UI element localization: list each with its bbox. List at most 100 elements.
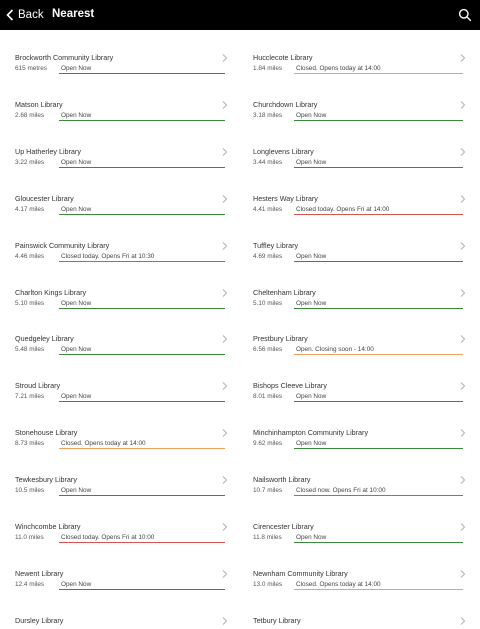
library-name: Cheltenham Library bbox=[253, 287, 316, 297]
opening-status: Closed. Opens today at 14:00 bbox=[296, 65, 381, 72]
status-underline bbox=[294, 119, 463, 121]
library-list-item[interactable]: Longlevens Library 3.44 miles Open Now bbox=[253, 124, 468, 168]
search-icon[interactable] bbox=[458, 8, 472, 22]
status-underline bbox=[294, 307, 463, 309]
library-list-item[interactable]: Quedgeley Library 5.48 miles Open Now bbox=[15, 311, 230, 356]
chevron-right-icon bbox=[460, 101, 466, 109]
opening-status: Open Now bbox=[61, 346, 92, 354]
library-list-item[interactable]: Matson Library 2.68 miles Open Now bbox=[15, 77, 230, 121]
library-list-item[interactable]: Hucclecote Library 1.84 miles Closed. Open… bbox=[253, 30, 468, 74]
library-name: Gloucester Library bbox=[15, 193, 74, 203]
library-list-item[interactable]: Winchcombe Library 11.0 miles Closed today… bbox=[15, 499, 230, 543]
library-distance: 4.69 miles bbox=[253, 252, 283, 260]
status-underline bbox=[59, 354, 225, 356]
library-name: Dursley Library bbox=[15, 615, 64, 625]
opening-status: Open Now bbox=[296, 252, 327, 260]
library-distance: 3.22 miles bbox=[15, 158, 45, 166]
back-button[interactable]: Back bbox=[6, 7, 44, 23]
status-underline bbox=[294, 166, 463, 168]
status-underline bbox=[59, 588, 225, 590]
chevron-right-icon bbox=[222, 241, 228, 250]
chevron-right-icon bbox=[222, 570, 228, 578]
opening-status: Open Now bbox=[296, 158, 327, 166]
opening-status: Open Now bbox=[61, 158, 92, 166]
status-underline bbox=[294, 448, 463, 450]
opening-status: Open Now bbox=[61, 205, 92, 213]
library-list-item[interactable]: Tetbury Library bbox=[253, 593, 468, 629]
opening-status: Closed today. Opens Fri at 10:00 bbox=[61, 534, 155, 541]
chevron-right-icon bbox=[222, 147, 228, 156]
library-distance: 9.62 miles bbox=[253, 440, 283, 448]
chevron-right-icon bbox=[222, 382, 228, 391]
library-list-item[interactable]: Hesters Way Library 4.41 miles Closed toda… bbox=[253, 171, 468, 215]
opening-status: Open Now bbox=[296, 111, 327, 119]
library-distance: 4.17 miles bbox=[15, 205, 45, 213]
library-distance: 13.0 miles bbox=[253, 580, 283, 588]
chevron-right-icon bbox=[222, 523, 228, 531]
library-list-item[interactable]: Stroud Library 7.21 miles Open Now bbox=[15, 358, 230, 403]
library-name: Up Hatherley Library bbox=[15, 146, 81, 156]
library-list-item[interactable]: Stonehouse Library 8.73 miles Closed. Open… bbox=[15, 405, 230, 450]
status-underline bbox=[59, 307, 225, 309]
library-distance: 11.8 miles bbox=[253, 534, 282, 541]
status-underline bbox=[59, 448, 225, 450]
library-list-item[interactable]: Tewkesbury Library 10.5 miles Open Now bbox=[15, 452, 230, 497]
status-underline bbox=[59, 73, 225, 74]
library-list-item[interactable]: Newnham Community Library 13.0 miles Close… bbox=[253, 546, 468, 590]
library-name: Painswick Community Library bbox=[15, 240, 110, 250]
library-list-item[interactable]: Nailsworth Library 10.7 miles Closed now. … bbox=[253, 452, 468, 497]
library-list-item[interactable]: Gloucester Library 4.17 miles Open Now bbox=[15, 171, 230, 215]
status-underline bbox=[59, 166, 225, 168]
library-list-item[interactable]: Dursley Library bbox=[15, 593, 230, 629]
chevron-right-icon bbox=[460, 429, 466, 438]
library-name: Winchcombe Library bbox=[15, 522, 81, 531]
library-distance: 11.0 miles bbox=[15, 534, 44, 541]
library-name: Bishops Cleeve Library bbox=[253, 381, 327, 391]
chevron-right-icon bbox=[222, 101, 228, 109]
library-list-item[interactable]: Charlton Kings Library 5.10 miles Open Now bbox=[15, 265, 230, 309]
chevron-right-icon bbox=[460, 194, 466, 203]
library-list: Brockworth Community Library 615 metres Op… bbox=[0, 30, 480, 629]
library-name: Matson Library bbox=[15, 99, 63, 109]
opening-status: Open Now bbox=[296, 534, 327, 541]
library-list-item[interactable]: Prestbury Library 6.56 miles Open. Closing… bbox=[253, 311, 468, 356]
library-list-item[interactable]: Cirencester Library 11.8 miles Open Now bbox=[253, 499, 468, 543]
library-name: Tetbury Library bbox=[253, 615, 301, 625]
library-list-item[interactable]: Cheltenham Library 5.10 miles Open Now bbox=[253, 265, 468, 309]
status-underline bbox=[59, 401, 225, 403]
chevron-right-icon bbox=[222, 476, 228, 484]
chevron-right-icon bbox=[460, 54, 466, 62]
chevron-right-icon bbox=[460, 476, 466, 484]
opening-status: Open Now bbox=[61, 393, 92, 401]
chevron-right-icon bbox=[222, 288, 228, 297]
library-name: Tewkesbury Library bbox=[15, 475, 77, 485]
chevron-right-icon bbox=[222, 335, 228, 344]
library-list-item[interactable]: Newent Library 12.4 miles Open Now bbox=[15, 546, 230, 590]
library-name: Nailsworth Library bbox=[253, 475, 311, 485]
status-underline bbox=[59, 213, 225, 215]
library-distance: 3.44 miles bbox=[253, 158, 283, 166]
chevron-right-icon bbox=[222, 194, 228, 203]
library-name: Tuffley Library bbox=[253, 240, 299, 250]
chevron-right-icon bbox=[222, 429, 228, 438]
library-list-item[interactable]: Minchinhampton Community Library 9.62 mil… bbox=[253, 405, 468, 450]
library-list-item[interactable]: Brockworth Community Library 615 metres Op… bbox=[15, 30, 230, 74]
chevron-right-icon bbox=[460, 147, 466, 156]
library-list-item[interactable]: Bishops Cleeve Library 8.01 miles Open Now bbox=[253, 358, 468, 403]
library-name: Stonehouse Library bbox=[15, 428, 78, 438]
status-underline bbox=[294, 495, 463, 497]
opening-status: Closed now. Opens Fri at 10:00 bbox=[296, 487, 386, 495]
status-underline bbox=[59, 542, 225, 543]
opening-status: Open Now bbox=[61, 299, 92, 307]
opening-status: Closed today. Opens Fri at 10:30 bbox=[61, 252, 155, 260]
library-list-item[interactable]: Churchdown Library 3.18 miles Open Now bbox=[253, 77, 468, 121]
status-underline bbox=[294, 213, 463, 215]
library-list-item[interactable]: Up Hatherley Library 3.22 miles Open Now bbox=[15, 124, 230, 168]
library-list-item[interactable]: Tuffley Library 4.69 miles Open Now bbox=[253, 218, 468, 262]
status-underline bbox=[59, 495, 225, 497]
opening-status: Open Now bbox=[296, 299, 327, 307]
library-list-item[interactable]: Painswick Community Library 4.46 miles Clo… bbox=[15, 218, 230, 262]
library-name: Newnham Community Library bbox=[253, 568, 348, 578]
library-distance: 5.10 miles bbox=[15, 299, 45, 307]
back-label: Back bbox=[18, 9, 44, 21]
